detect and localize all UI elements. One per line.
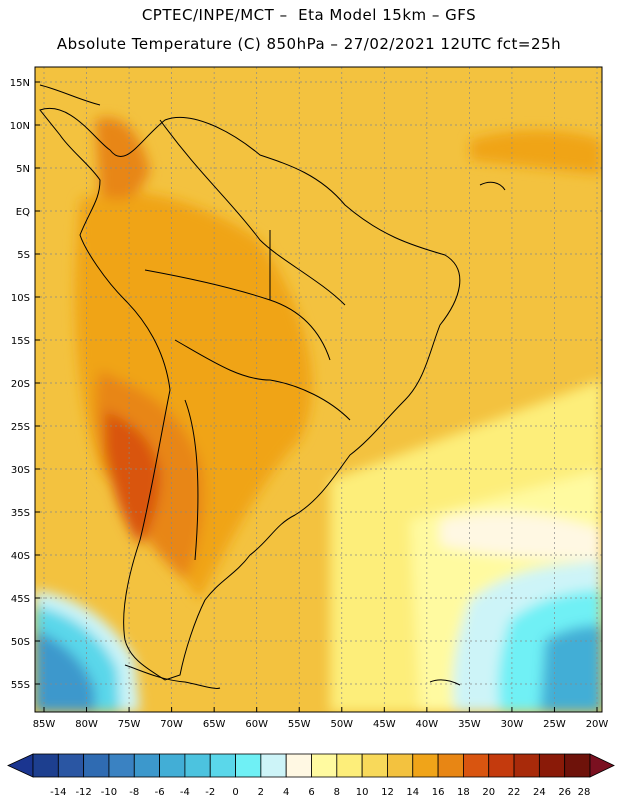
island [479, 181, 506, 191]
colorbar-label: 24 [533, 787, 546, 798]
lon-label: 70W [160, 719, 183, 730]
colorbar-labels: -14 -12 -10 -8 -6 -4 -2 0 2 4 6 8 10 12 14 16 18 20 22 24 26… [50, 787, 590, 798]
border-south-central [174, 339, 351, 421]
border-andes [184, 399, 199, 561]
lon-label: 50W [330, 719, 353, 730]
colorbar-swatch [108, 753, 135, 778]
field-pacific-blue [35, 630, 95, 712]
colorbar-swatch [564, 753, 591, 778]
colorbar-label: 12 [381, 787, 394, 798]
colorbar-swatch [209, 753, 236, 778]
lon-label: 40W [416, 719, 439, 730]
lat-label: 20S [11, 379, 30, 390]
colorbar-swatch [311, 753, 338, 778]
lat-label: 10S [11, 293, 30, 304]
colorbar-swatch [488, 753, 515, 778]
lat-label: 55S [11, 680, 30, 691]
border-north [159, 119, 346, 306]
field-ocean-blue [540, 625, 602, 712]
lat-label: 15S [11, 336, 30, 347]
lon-label: 25W [543, 719, 566, 730]
lon-label: 65W [203, 719, 226, 730]
field-northwest-hot [95, 117, 150, 200]
colorbar-swatch [83, 753, 110, 778]
lat-label: 40S [11, 551, 30, 562]
title-line-1: CPTEC/INPE/MCT – Eta Model 15km – GFS [141, 6, 477, 24]
colorbar-swatch [159, 753, 186, 778]
colorbar-over-arrow [589, 753, 615, 778]
colorbar-swatch [235, 753, 262, 778]
latitude-labels: 15N 10N 5N EQ 5S 10S 15S 20S 25S 30S 35S 40S 45S 50S 5… [10, 78, 40, 691]
lat-label: 25S [11, 422, 30, 433]
colorbar-label: 18 [457, 787, 470, 798]
colorbar-under-arrow [7, 753, 34, 778]
colorbar-label: 16 [432, 787, 445, 798]
lon-label: 80W [75, 719, 98, 730]
colorbar-swatch [260, 753, 287, 778]
lat-label: 15N [10, 78, 30, 89]
colorbar-swatch [463, 753, 490, 778]
colorbar-label: -12 [75, 787, 91, 798]
longitude-labels: 85W 80W 75W 70W 65W 60W 55W 50W 45W 40W 35W 30W 25W 2… [33, 707, 609, 730]
lat-label: 45S [11, 594, 30, 605]
colorbar-swatch [32, 753, 59, 778]
colorbar-swatch [57, 753, 85, 778]
lon-label: 45W [373, 719, 396, 730]
central-america [39, 84, 101, 106]
lon-label: 60W [245, 719, 268, 730]
field-north-atlantic-warm [470, 130, 602, 175]
lat-label: 5N [16, 164, 30, 175]
colorbar-swatch [538, 753, 566, 778]
colorbar-label: 0 [232, 787, 238, 798]
colorbar-label: -10 [101, 787, 117, 798]
colorbar-swatch [412, 753, 439, 778]
lon-label: 75W [118, 719, 141, 730]
lon-label: 20W [586, 719, 609, 730]
colorbar-swatch [336, 753, 363, 778]
lat-label: 10N [10, 121, 30, 132]
lat-label: 5S [17, 250, 30, 261]
title-line-2: Absolute Temperature (C) 850hPa – 27/02/… [56, 35, 562, 53]
colorbar-label: 4 [283, 787, 289, 798]
colorbar-label: 26 [558, 787, 571, 798]
colorbar-label: 22 [508, 787, 521, 798]
colorbar-label: -14 [50, 787, 66, 798]
colorbar-swatch [361, 753, 388, 778]
colorbar-swatch [387, 753, 414, 778]
colorbar-label: -6 [155, 787, 165, 798]
south-america-coast [39, 107, 461, 681]
colorbar-label: 6 [308, 787, 314, 798]
lat-label: 30S [11, 465, 30, 476]
colorbar-label: 10 [356, 787, 369, 798]
colorbar-swatch [437, 753, 464, 778]
colorbar-label: -2 [205, 787, 215, 798]
colorbar-swatch [184, 753, 211, 778]
colorbar-label: 8 [334, 787, 340, 798]
field-pale-band [440, 512, 602, 560]
colorbar [7, 753, 615, 778]
colorbar-label: 2 [258, 787, 264, 798]
lon-label: 55W [288, 719, 311, 730]
coastlines [39, 84, 506, 689]
colorbar-label: 20 [482, 787, 495, 798]
colorbar-label: 28 [578, 787, 591, 798]
tierra-del-fuego [124, 664, 221, 689]
colorbar-swatch [133, 753, 160, 778]
lon-label: 85W [33, 719, 56, 730]
colorbar-label: -8 [129, 787, 139, 798]
lat-label: EQ [16, 207, 30, 218]
lon-label: 30W [501, 719, 524, 730]
lat-label: 35S [11, 508, 30, 519]
colorbar-swatch [285, 753, 312, 778]
lat-label: 50S [11, 637, 30, 648]
colorbar-label: 14 [406, 787, 419, 798]
falklands [429, 679, 461, 686]
temperature-field [35, 67, 602, 712]
map-frame [34, 66, 603, 713]
lon-label: 35W [458, 719, 481, 730]
colorbar-label: -4 [180, 787, 190, 798]
colorbar-swatch [513, 753, 540, 778]
